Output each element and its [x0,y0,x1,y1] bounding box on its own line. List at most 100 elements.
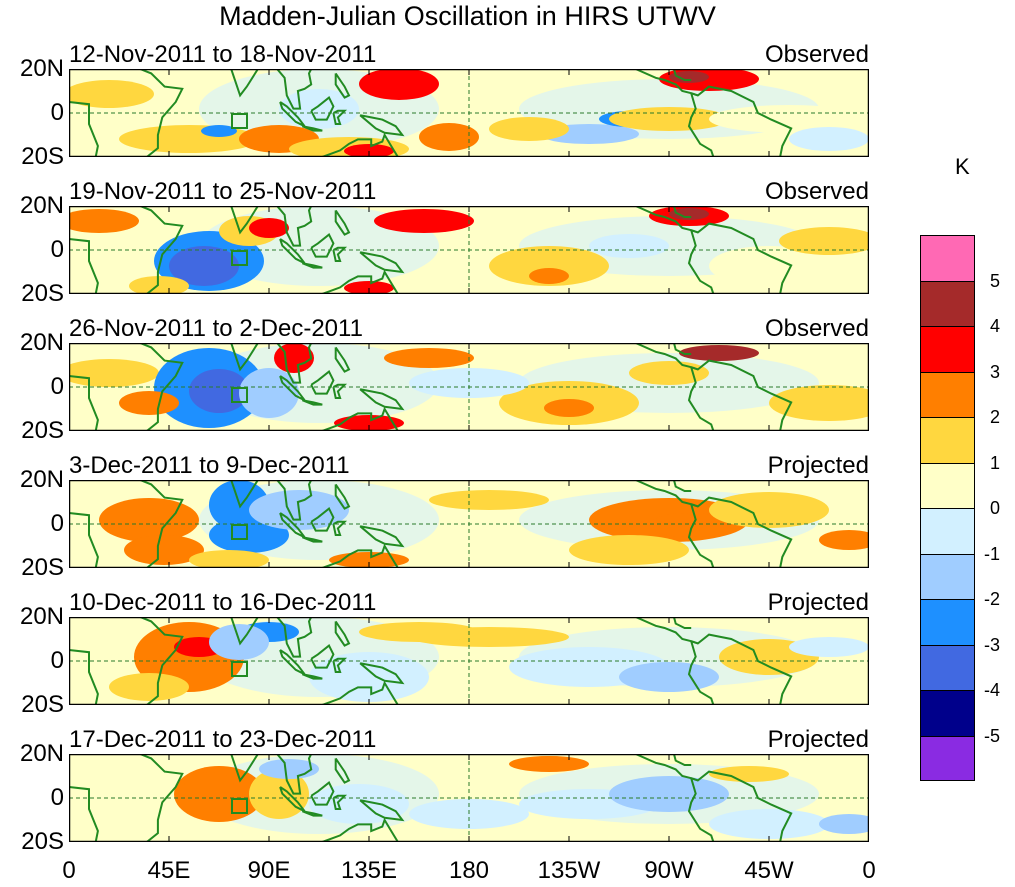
anomaly-map [69,343,869,431]
anomaly-contour [709,766,789,782]
colorbar-label: -4 [984,680,1001,700]
coastline [69,206,184,294]
lat-label: 0 [50,784,64,811]
coastline [228,206,260,235]
coastline [359,662,405,685]
coastline [69,617,184,705]
lat-label: 20N [19,55,64,82]
coastline [690,222,793,294]
coastline [301,536,323,543]
coastline [672,480,692,492]
panel-type-label: Observed [764,41,869,68]
anomaly-contour [709,809,829,839]
lon-label: 0 [62,857,76,884]
coastline [334,620,351,647]
anomaly-contour [169,246,239,286]
anomaly-contour [419,123,479,151]
colorbar-swatch [920,280,975,326]
coastline [334,72,351,99]
colorbar-label: -5 [984,725,1001,746]
lon-label: 90W [644,857,694,884]
anomaly-contour [819,530,869,550]
anomaly-contour [779,227,869,255]
coastline [321,543,399,568]
index-region-box [231,661,248,677]
lon-label: 135W [537,857,601,884]
colorbar-swatch [920,735,975,781]
index-region-box [231,113,248,129]
anomaly-contour [109,673,189,701]
anomaly-contour [789,637,869,657]
lat-label: 20S [21,554,64,581]
colorbar-swatch [920,553,975,599]
coastline [359,525,405,548]
coastline [321,680,399,705]
coastline [332,520,348,536]
anomaly-contour [189,550,269,568]
anomaly-contour [529,268,569,284]
coastline [672,343,692,355]
anomaly-map [69,69,869,157]
coastline [228,617,260,646]
coastline [228,754,260,783]
panel-date-range: 17-Dec-2011 to 23-Dec-2011 [69,726,377,753]
coastline [690,85,793,157]
coastline [301,125,323,132]
panel-date-range: 12-Nov-2011 to 18-Nov-2011 [69,41,377,68]
anomaly-contour [379,76,419,92]
lat-label: 20S [21,280,64,307]
coastline [690,633,793,705]
panel-date-range: 26-Nov-2011 to 2-Dec-2011 [69,315,363,342]
anomaly-contour [709,492,829,528]
anomaly-contour [69,209,139,233]
colorbar-label: 3 [990,361,1001,382]
map-panel [69,754,869,842]
coastline [334,757,351,784]
lon-label: 180 [448,857,490,884]
anomaly-contour [69,80,154,108]
coastline [69,343,184,431]
lat-label: 0 [50,647,64,674]
map-panel [69,69,869,157]
coastline [310,644,335,669]
colorbar-swatch [920,417,975,463]
coastline [332,383,348,399]
anomaly-contour [119,391,179,415]
coastline [687,366,715,431]
coastline [690,359,793,431]
coastline [275,480,313,521]
lat-label: 0 [50,510,64,537]
lon-label: 0 [862,857,876,884]
index-region-box [231,250,248,266]
colorbar-label: 2 [990,407,1001,427]
coastline [359,799,405,822]
index-region-box [231,524,248,540]
index-region-box [231,387,248,403]
anomaly-contour [334,415,404,431]
colorbar-swatch [920,326,975,372]
colorbar-swatch [920,508,975,554]
anomaly-contour [309,784,409,824]
coastline [310,507,335,532]
coastline [687,640,715,705]
anomaly-contour [789,127,869,151]
lon-label: 45W [744,857,794,884]
coastline [672,69,692,81]
anomaly-contour [709,246,829,286]
colorbar-label: 4 [990,316,1001,336]
colorbar-label: 5 [990,270,1001,291]
anomaly-contour [619,662,719,692]
anomaly-contour [669,71,709,83]
coastline [359,388,405,411]
coastline [275,754,313,795]
colorbar-label: -3 [984,634,1001,655]
colorbar-swatch [920,644,975,690]
coastline [228,480,260,509]
coastline [334,483,351,510]
anomaly-contour [709,105,869,133]
panel-type-label: Projected [767,726,869,753]
colorbar-unit: K [955,154,970,179]
coastline [321,132,399,157]
coastline [687,229,715,294]
index-region-box [231,798,248,814]
